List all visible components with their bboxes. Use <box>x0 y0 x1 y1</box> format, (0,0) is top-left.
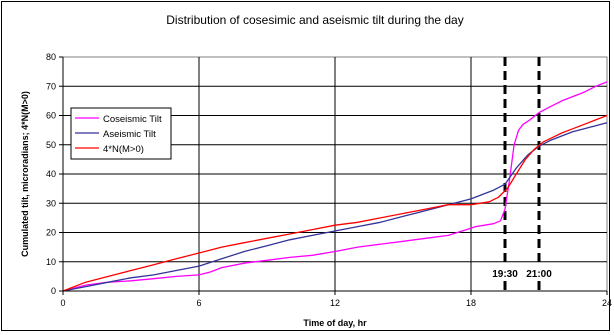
axes: 0 10 20 30 40 50 60 70 80 0 6 12 18 24 <box>46 52 612 308</box>
annotation-label-bg <box>488 267 522 280</box>
legend-label-coseismic: Coseismic Tilt <box>103 114 162 125</box>
x-axis-label: Time of day, hr <box>303 318 367 328</box>
series-line-2 <box>62 114 608 292</box>
x-tick-label: 0 <box>60 298 65 308</box>
y-tick-label: 10 <box>46 257 56 267</box>
annotation-label-bg <box>522 267 556 280</box>
x-tick-label: 18 <box>466 298 476 308</box>
series-line-1 <box>62 122 608 292</box>
y-axis-label: Cumulated tilt, microradians; 4*N(M>0) <box>20 91 30 257</box>
y-tick-label: 50 <box>46 140 56 150</box>
annotation-label: 19:30 <box>492 269 518 280</box>
legend-label-nm: 4*N(M>0) <box>103 144 144 155</box>
x-tick-label: 6 <box>196 298 201 308</box>
x-tick-label: 12 <box>330 298 340 308</box>
y-tick-label: 20 <box>46 228 56 238</box>
annotation-lines: 19:30 21:00 <box>488 57 556 291</box>
y-tick-label: 30 <box>46 198 56 208</box>
chart-title: Distribution of cosesimic and aseismic t… <box>166 13 463 27</box>
y-tick-label: 70 <box>46 81 56 91</box>
annotation-label: 21:00 <box>526 269 552 280</box>
series-line-0 <box>62 81 608 292</box>
series-lines <box>62 81 608 292</box>
y-tick-label: 0 <box>51 286 56 296</box>
y-tick-label: 40 <box>46 169 56 179</box>
legend: Coseismic Tilt Aseismic Tilt 4*N(M>0) <box>70 107 172 160</box>
legend-label-aseismic: Aseismic Tilt <box>103 129 156 140</box>
y-tick-label: 80 <box>46 52 56 62</box>
y-tick-label: 60 <box>46 111 56 121</box>
x-tick-label: 24 <box>602 298 612 308</box>
